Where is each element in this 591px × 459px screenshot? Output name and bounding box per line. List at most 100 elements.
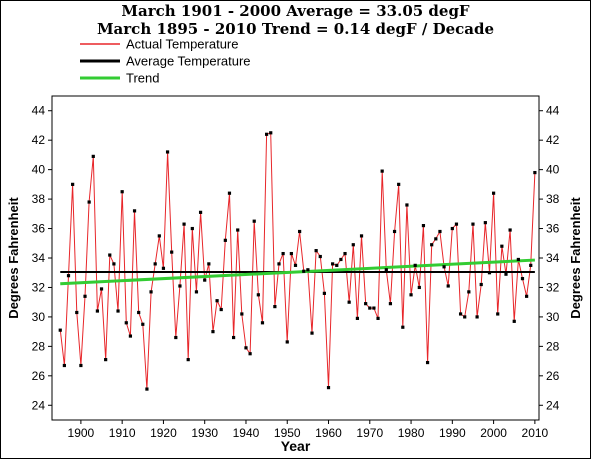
legend-label: Average Temperature (126, 54, 251, 69)
y-axis-label-left: Degrees Fahrenheit (6, 197, 21, 319)
x-tick-label: 1980 (398, 426, 425, 440)
data-point (438, 229, 442, 234)
data-point (256, 293, 260, 297)
data-point (508, 228, 512, 232)
data-point (190, 226, 194, 231)
data-point (384, 268, 388, 272)
data-point (322, 291, 326, 295)
y-tick-label-left: 30 (32, 310, 46, 324)
data-point (483, 221, 487, 225)
data-point (75, 310, 79, 315)
data-point (71, 182, 75, 186)
series-layer (58, 131, 537, 391)
data-point (240, 312, 244, 316)
data-point (137, 310, 141, 315)
data-point (285, 340, 289, 344)
y-tick-label-right: 30 (546, 310, 560, 324)
data-point (66, 274, 71, 278)
data-point (450, 226, 454, 231)
y-tick-label-left: 44 (32, 104, 46, 118)
legend-label: Actual Temperature (126, 37, 239, 52)
y-tick-label-right: 40 (546, 163, 560, 177)
y-tick-label-right: 38 (546, 192, 560, 206)
x-tick-label: 1910 (109, 426, 136, 440)
data-point (83, 294, 87, 298)
data-point (512, 319, 516, 323)
y-tick-label-right: 28 (546, 339, 560, 353)
data-point (170, 250, 174, 254)
data-point (186, 358, 190, 362)
data-point (479, 282, 483, 287)
data-point (392, 229, 397, 234)
x-axis-label: Year (281, 438, 311, 454)
data-point (413, 263, 417, 267)
data-point (458, 312, 463, 316)
y-tick-label-right: 44 (546, 104, 560, 118)
x-tick-label: 1940 (233, 426, 260, 440)
data-point (310, 331, 314, 335)
data-point (132, 209, 137, 213)
data-point (425, 360, 430, 365)
data-point (153, 262, 157, 266)
x-tick-label: 1950 (274, 426, 301, 440)
data-point (446, 284, 450, 288)
axes: 24 24 26 26 28 28 30 30 32 32 34 34 36 36 38 38 40 40 42 42… (32, 104, 560, 440)
data-point (359, 234, 364, 238)
data-point (120, 190, 124, 194)
x-tick-label: 1930 (191, 426, 218, 440)
x-tick-label: 1960 (315, 426, 342, 440)
data-point (421, 224, 426, 228)
data-point (525, 294, 529, 298)
data-point (145, 387, 149, 391)
y-tick-label-right: 24 (546, 398, 560, 412)
data-point (165, 150, 170, 154)
data-point (174, 335, 178, 340)
data-point (223, 238, 227, 242)
data-point (116, 309, 120, 313)
data-point (211, 330, 215, 334)
x-tick-label: 1920 (150, 426, 177, 440)
data-point (467, 290, 471, 294)
data-point (265, 132, 269, 136)
data-point (471, 222, 475, 226)
data-point (388, 302, 393, 306)
data-point (442, 265, 446, 269)
y-tick-label-right: 32 (546, 280, 560, 294)
data-point (182, 222, 186, 226)
data-point (331, 262, 335, 266)
data-point (454, 222, 459, 226)
data-point (355, 316, 360, 320)
data-point (372, 306, 376, 310)
data-point (269, 131, 273, 135)
data-point (335, 263, 339, 267)
data-point (500, 244, 504, 248)
data-point (487, 271, 492, 275)
data-point (347, 300, 351, 304)
data-point (409, 293, 413, 297)
data-point (281, 251, 285, 256)
y-tick-label-right: 34 (546, 251, 560, 265)
data-point (496, 312, 500, 316)
chart-subtitle: March 1895 - 2010 Trend = 0.14 degF / De… (96, 20, 495, 38)
data-point (339, 257, 343, 262)
data-point (161, 266, 166, 270)
data-point (203, 278, 207, 282)
data-point (405, 203, 409, 207)
data-point (252, 219, 256, 223)
data-point (273, 305, 277, 309)
data-point (364, 302, 368, 306)
data-point (104, 358, 108, 362)
data-point (430, 243, 434, 247)
data-point (95, 309, 99, 313)
data-point (219, 307, 223, 312)
data-point (318, 254, 322, 259)
data-point (520, 277, 525, 281)
x-tick-label: 2000 (480, 426, 507, 440)
data-point (231, 335, 236, 340)
data-point (306, 268, 310, 272)
data-point (207, 262, 211, 266)
data-point (87, 200, 91, 204)
y-tick-label-left: 32 (32, 280, 46, 294)
y-axis-label-right: Degrees Fahrenheit (568, 197, 583, 319)
chart-title: March 1901 - 2000 Average = 33.05 degF (121, 2, 470, 20)
